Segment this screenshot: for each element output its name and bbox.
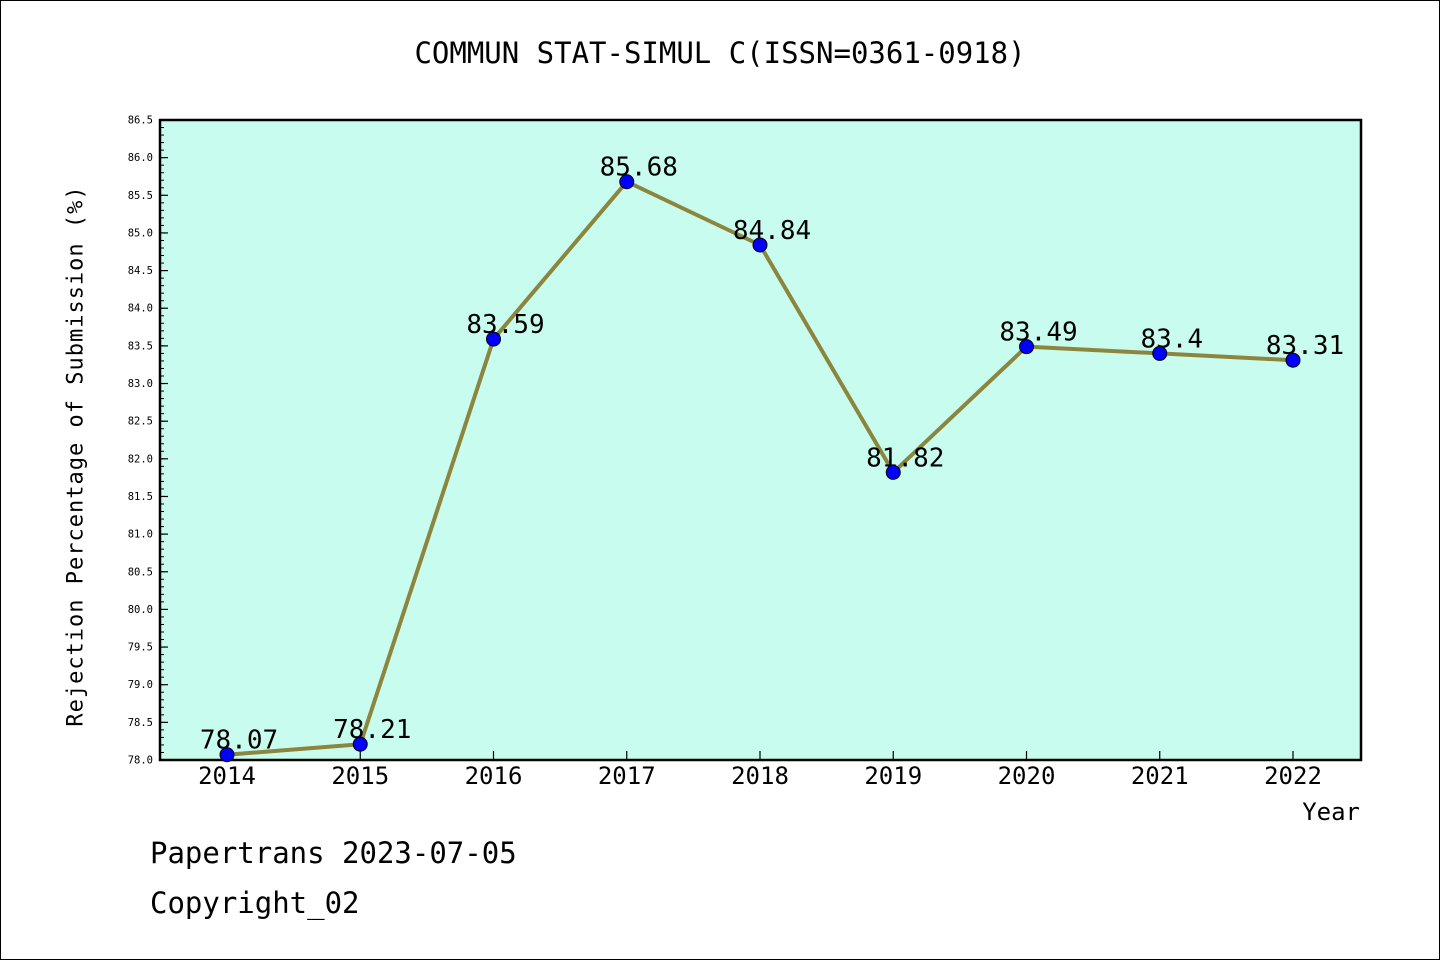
data-markers	[219, 174, 1301, 763]
data-label: 85.68	[600, 153, 678, 183]
plot-border	[158, 118, 1363, 762]
data-label: 84.84	[733, 216, 811, 246]
x-tick-label: 2019	[864, 762, 922, 790]
data-point	[1019, 339, 1034, 355]
footer-date: Papertrans 2023-07-05	[150, 836, 517, 870]
x-tick-label: 2021	[1131, 762, 1189, 790]
data-label: 78.21	[333, 715, 411, 745]
y-tick-label: 79.0	[128, 679, 153, 691]
y-tick-labels: 78.0 78.5 79.0 79.5 80.0 80.5 81.0 81.5 82.0 82.5…	[128, 115, 153, 767]
y-tick-label: 83.5	[128, 340, 153, 352]
y-tick-label: 79.5	[128, 642, 153, 654]
data-point	[752, 237, 768, 253]
y-tick-label: 85.0	[128, 227, 153, 239]
y-tick-label: 84.5	[128, 265, 153, 277]
data-point	[219, 747, 235, 763]
data-label: 83.31	[1266, 331, 1344, 361]
data-labels: 78.07 78.21 83.59 85.68 84.84 81.82 83.49 83.4 8…	[200, 153, 1344, 756]
x-tick-label: 2014	[198, 762, 256, 790]
x-tick-label: 2017	[598, 762, 656, 790]
data-label: 83.4	[1140, 324, 1203, 354]
data-point	[885, 464, 901, 480]
x-tick-label: 2018	[731, 762, 789, 790]
data-point	[1285, 352, 1301, 368]
x-tick-label: 2022	[1264, 762, 1322, 790]
y-tick-label: 80.5	[128, 566, 153, 578]
x-tick-label: 2020	[998, 762, 1056, 790]
data-label: 81.82	[866, 443, 944, 473]
y-tick-label: 81.5	[128, 491, 153, 503]
data-label: 83.59	[466, 310, 544, 340]
x-tick-labels: 2014 2015 2016 2017 2018 2019 2020 2021 2022	[198, 762, 1322, 790]
y-tick-label: 86.0	[128, 152, 153, 164]
data-point	[619, 174, 635, 190]
data-point	[486, 331, 501, 347]
y-tick-label: 84.0	[128, 303, 153, 315]
y-tick-label: 82.0	[128, 453, 153, 465]
footer-copyright: Copyright_02	[150, 886, 360, 920]
x-axis-label: Year	[1302, 798, 1360, 826]
data-label: 83.49	[999, 318, 1077, 348]
data-point	[352, 736, 368, 752]
y-tick-label: 86.5	[128, 115, 153, 127]
y-tick-label: 80.0	[128, 604, 153, 616]
x-tick-label: 2016	[465, 762, 523, 790]
data-point	[1152, 345, 1168, 361]
chart-title: COMMUN STAT-SIMUL C(ISSN=0361-0918)	[414, 36, 1026, 70]
data-label: 78.07	[200, 726, 278, 756]
y-tick-label: 81.0	[128, 529, 153, 541]
y-tick-label: 85.5	[128, 190, 153, 202]
y-tick-label: 78.5	[128, 717, 153, 729]
y-tick-label: 83.0	[128, 378, 153, 390]
x-tick-label: 2015	[331, 762, 389, 790]
plot-area	[160, 120, 1361, 760]
y-tick-label: 82.5	[128, 416, 153, 428]
y-tick-label: 78.0	[128, 755, 153, 767]
